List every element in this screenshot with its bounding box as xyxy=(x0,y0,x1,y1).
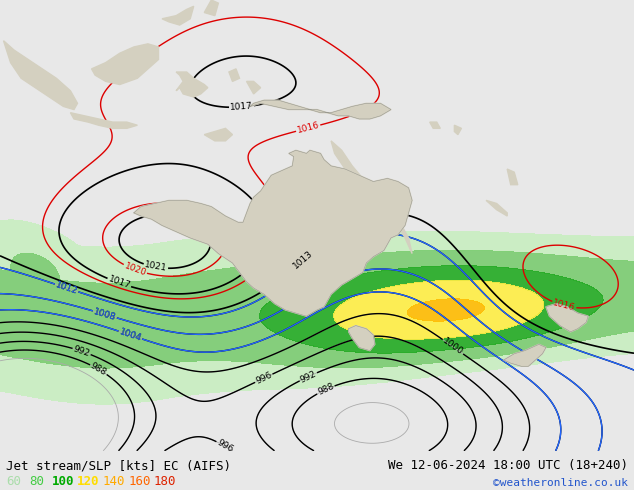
Text: 1012: 1012 xyxy=(55,280,79,296)
Polygon shape xyxy=(134,150,412,316)
Text: 1008: 1008 xyxy=(93,307,117,322)
Polygon shape xyxy=(486,200,507,216)
Polygon shape xyxy=(430,122,440,128)
Polygon shape xyxy=(204,128,233,141)
Text: 160: 160 xyxy=(128,475,150,488)
Polygon shape xyxy=(176,72,208,97)
Polygon shape xyxy=(250,100,391,119)
Text: 1016: 1016 xyxy=(552,298,576,313)
Polygon shape xyxy=(507,169,518,185)
Text: 1017: 1017 xyxy=(230,102,254,112)
Polygon shape xyxy=(247,81,261,94)
Polygon shape xyxy=(503,344,546,367)
Text: 996: 996 xyxy=(215,438,235,454)
Text: 1013: 1013 xyxy=(292,248,315,270)
Polygon shape xyxy=(229,69,240,81)
Text: We 12-06-2024 18:00 UTC (18+240): We 12-06-2024 18:00 UTC (18+240) xyxy=(387,460,628,472)
Text: 1021: 1021 xyxy=(144,261,168,273)
Text: 988: 988 xyxy=(89,361,108,378)
Text: 1012: 1012 xyxy=(55,280,79,296)
Polygon shape xyxy=(204,0,218,16)
Polygon shape xyxy=(162,6,194,25)
Text: 140: 140 xyxy=(103,475,125,488)
Text: ©weatheronline.co.uk: ©weatheronline.co.uk xyxy=(493,478,628,488)
Polygon shape xyxy=(349,325,375,351)
Text: 120: 120 xyxy=(77,475,100,488)
Text: 1008: 1008 xyxy=(93,307,117,322)
Text: 1004: 1004 xyxy=(118,327,143,343)
Text: 992: 992 xyxy=(299,369,318,384)
Text: 992: 992 xyxy=(72,344,91,358)
Polygon shape xyxy=(546,304,588,332)
Text: 1017: 1017 xyxy=(107,275,131,291)
Text: 1020: 1020 xyxy=(123,261,147,278)
Text: 1004: 1004 xyxy=(118,327,143,343)
Text: 988: 988 xyxy=(316,382,335,397)
Text: 100: 100 xyxy=(52,475,74,488)
Polygon shape xyxy=(4,41,77,110)
Text: 996: 996 xyxy=(254,370,273,386)
Text: 180: 180 xyxy=(153,475,176,488)
Polygon shape xyxy=(331,141,412,254)
Polygon shape xyxy=(70,113,138,128)
Text: 1016: 1016 xyxy=(296,121,320,135)
Text: Jet stream/SLP [kts] EC (AIFS): Jet stream/SLP [kts] EC (AIFS) xyxy=(6,460,231,472)
Polygon shape xyxy=(455,125,462,135)
Polygon shape xyxy=(91,44,158,85)
Text: 80: 80 xyxy=(29,475,44,488)
Text: 1000: 1000 xyxy=(441,337,465,357)
Text: 60: 60 xyxy=(6,475,22,488)
